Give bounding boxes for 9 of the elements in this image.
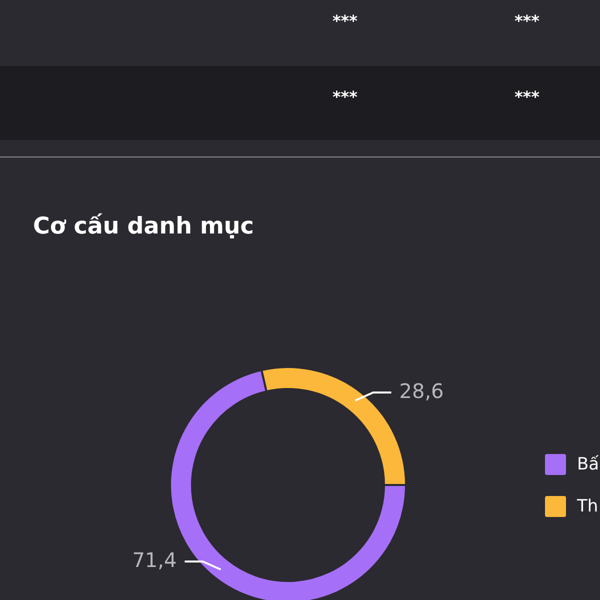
data-label: 71,4 [132,548,177,572]
text: *** [514,87,540,106]
chart-title: Cơ cấu danh mục [33,212,254,240]
legend-label: Bấ [577,454,600,475]
text: *** [332,11,358,30]
text: *** [332,87,358,106]
legend-label: Th [576,496,598,517]
data-label: 28,6 [399,378,444,403]
text: *** [514,11,540,30]
